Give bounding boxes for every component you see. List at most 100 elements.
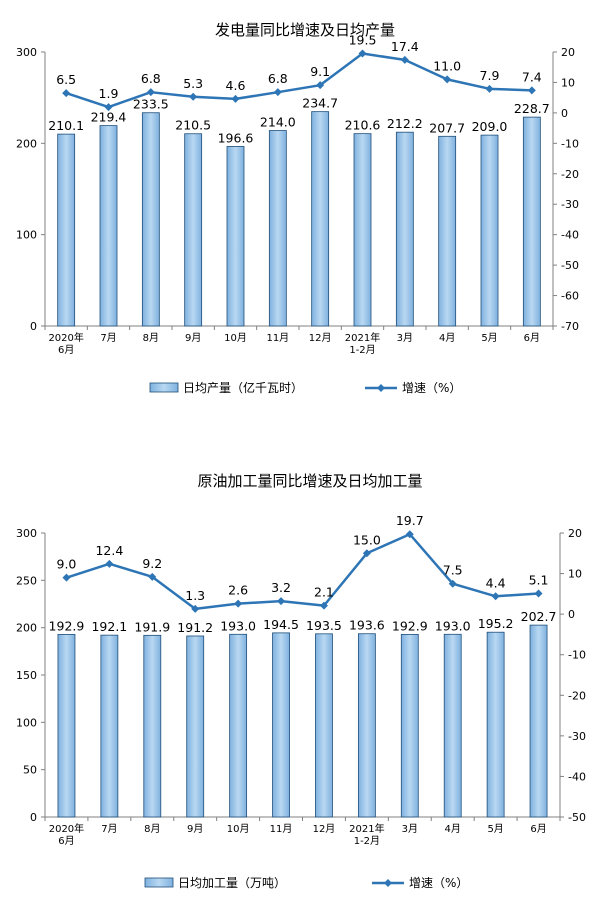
y-right-tick-label: -40 [561,229,579,242]
x-tick-label: 1-2月 [354,835,380,847]
y-right-tick-label: -40 [568,770,586,783]
line-point [146,88,155,97]
line-point [362,549,371,558]
bar-data-label: 228.7 [514,101,550,116]
line-data-label: 9.1 [310,64,330,79]
line-data-label: 1.9 [99,86,119,101]
x-tick-label: 6月 [524,332,540,344]
bar [529,624,548,818]
x-tick-label: 9月 [185,332,201,344]
bar [400,633,419,818]
x-tick-label: 4月 [439,332,455,344]
line-series: 9.0 12.4 9.2 1.3 2.6 3.2 2.1 15.0 19.7 7.5 4.4 5.1 [57,513,548,613]
y-left-tick-label: 300 [16,46,37,59]
x-tick-label: 8月 [144,823,160,835]
bar [272,632,290,818]
axes: 050100150200250300-50-40-30-20-100102020… [16,527,586,847]
bar [229,633,248,818]
x-tick-label: 4月 [445,823,461,835]
power-generation-chart: 发电量同比增速及日均产量 0100200300-70-60-50-40-30-2… [16,21,579,395]
x-tick-label: 12月 [309,332,332,344]
bar-data-label: 191.2 [177,620,213,635]
line-data-label: 9.0 [57,557,77,572]
y-left-tick-label: 50 [23,764,37,777]
y-right-tick-label: -30 [561,198,579,211]
line-data-label: 6.8 [268,71,288,86]
x-tick-label: 12月 [313,823,336,835]
x-tick-label: 2020年 [49,822,84,835]
line-point [234,599,243,608]
crude-oil-processing-chart: 原油加工量同比增速及日均加工量 050100150200250300-50-40… [16,472,586,890]
line-point [485,84,494,93]
line-point [400,55,409,64]
line-point [189,92,198,101]
bar [143,634,162,818]
line-data-label: 11.0 [433,58,461,73]
y-right-tick-label: 10 [561,76,575,89]
line-point [148,572,157,581]
bar [353,133,372,327]
line-point [491,592,500,601]
legend-bar-label: 日均加工量（万吨） [178,876,286,890]
x-tick-label: 3月 [397,332,413,344]
y-left-tick-label: 200 [16,137,37,150]
line-data-label: 7.4 [522,69,542,84]
y-right-tick-label: 0 [568,608,575,621]
line-point [319,601,328,610]
x-tick-label: 9月 [187,823,203,835]
line-data-label: 12.4 [95,543,123,558]
legend: 日均产量（亿千瓦时） 增速（%） [149,380,461,395]
bar-data-label: 193.0 [435,618,471,633]
line-data-label: 19.5 [349,33,377,48]
line-data-label: 15.0 [353,532,381,547]
bar [357,633,376,818]
line-series: 6.5 1.9 6.8 5.3 4.6 6.8 9.1 19.5 17.4 11.0 7.9 7.4 [56,33,542,112]
line-point [443,75,452,84]
line-point [231,94,240,103]
x-tick-label: 1-2月 [349,344,375,356]
axes: 0 100 200 300 -70 -60 -50 -40 -30 -20 -10 0 10 20 2020… [16,46,579,356]
y-right-tick-label: -50 [561,259,579,272]
chart-title: 原油加工量同比增速及日均加工量 [197,472,422,490]
legend-line-marker [384,879,392,887]
line-point [104,103,113,112]
bar-data-label: 219.4 [91,110,127,125]
bar-data-label: 192.9 [49,618,85,633]
y-left-tick-label: 100 [16,229,37,242]
bar [186,635,205,818]
line-data-label: 2.1 [314,585,334,600]
bar [395,131,414,327]
y-left-tick-label: 150 [16,669,37,682]
y-left-tick-label: 0 [30,320,37,333]
y-right-tick-label: 20 [561,46,575,59]
bar-data-label: 194.5 [263,617,299,632]
line-data-label: 6.8 [141,71,161,86]
bar [315,633,333,818]
line-point [448,579,457,588]
line-point [534,589,543,598]
bar-series: 210.1 219.4 233.5 210.5 196.6 214.0 234.7 210.6… [48,96,550,327]
y-right-tick-label: -10 [561,137,579,150]
bar-data-label: 234.7 [302,96,338,111]
bar-data-label: 191.9 [134,619,170,634]
line-data-label: 17.4 [391,39,419,54]
y-right-tick-label: -20 [568,689,586,702]
y-right-tick-label: -70 [561,320,579,333]
y-right-tick-label: -20 [561,168,579,181]
line-point [316,81,325,90]
bar [443,633,462,818]
legend: 日均加工量（万吨） 增速（%） [144,876,468,890]
bar-data-label: 192.1 [91,619,127,634]
x-tick-label: 5月 [487,823,503,835]
bar-data-label: 209.0 [472,119,508,134]
bar [184,133,203,327]
bar [226,146,245,327]
bar-data-label: 192.9 [392,618,428,633]
line-data-label: 6.5 [56,72,76,87]
bar [57,133,76,327]
line-data-label: 5.3 [183,76,203,91]
bar [486,631,505,818]
y-right-tick-label: 0 [561,107,568,120]
bar-data-label: 210.1 [48,118,84,133]
